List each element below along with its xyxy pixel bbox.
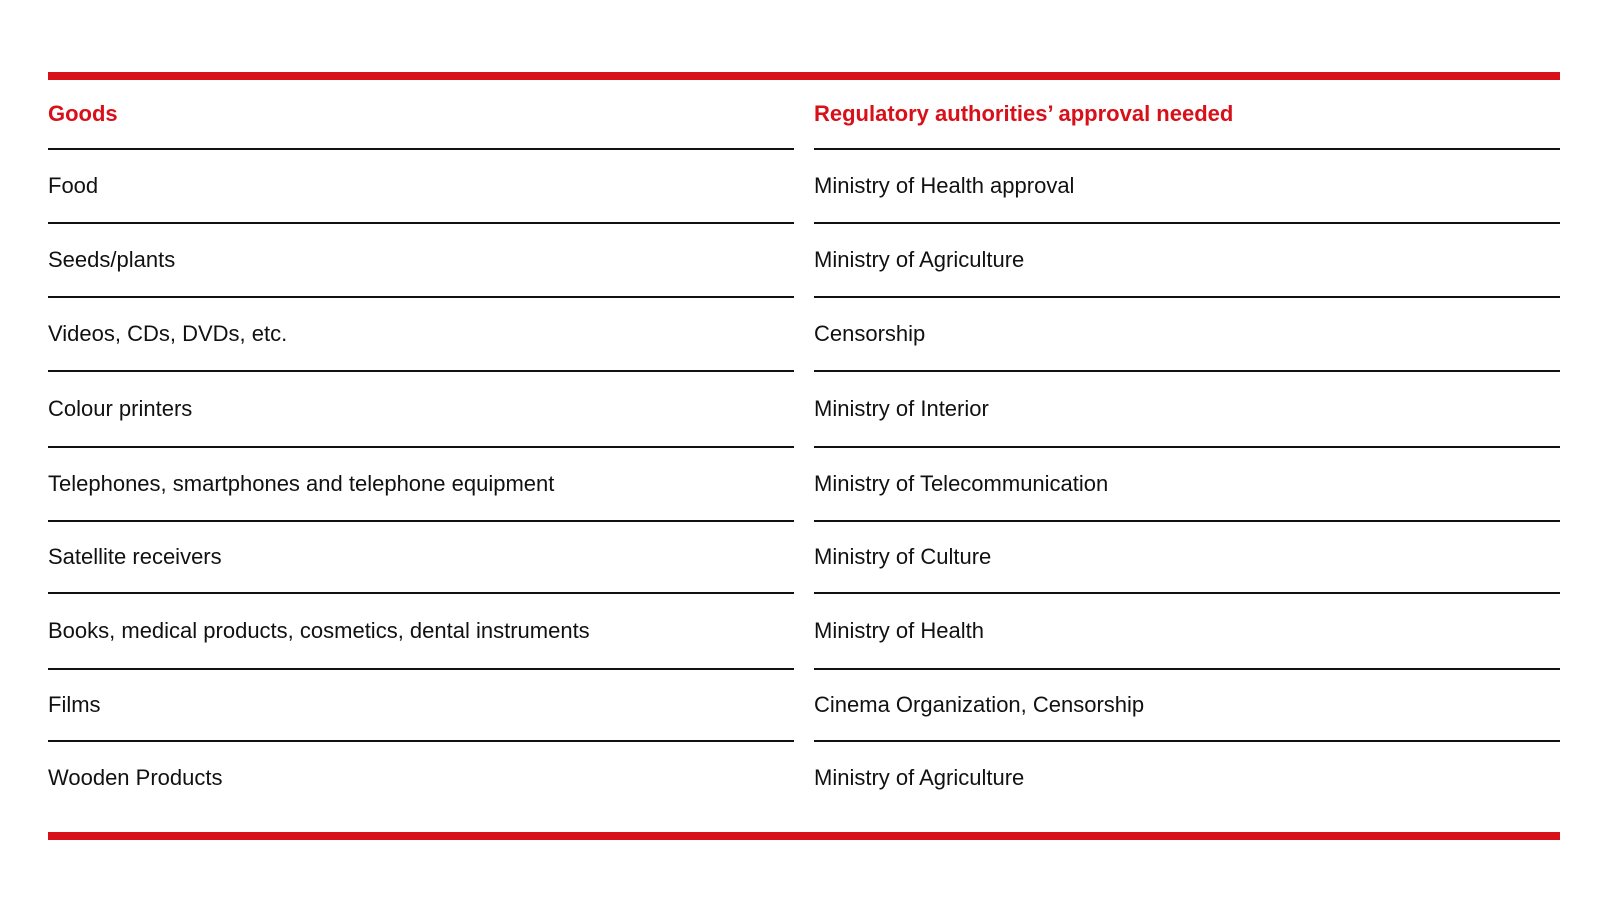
goods-cell: Books, medical products, cosmetics, dent… (48, 618, 590, 643)
row-divider (48, 520, 794, 522)
row-divider (48, 668, 794, 670)
approval-cell: Ministry of Health approval (814, 173, 1075, 198)
goods-cell: Films (48, 692, 101, 717)
goods-cell: Colour printers (48, 396, 193, 421)
goods-cell: Wooden Products (48, 765, 223, 790)
approval-header: Regulatory authorities’ approval needed (814, 101, 1234, 126)
row-divider (814, 592, 1560, 594)
row-divider (814, 520, 1560, 522)
goods-approval-table: Goods Food Seeds/plants Videos, CDs, DVD… (48, 72, 1560, 840)
approval-cell: Cinema Organization, Censorship (814, 692, 1145, 717)
goods-cell: Satellite receivers (48, 544, 222, 569)
row-divider (814, 740, 1560, 742)
row-divider (48, 222, 794, 224)
row-divider (48, 296, 794, 298)
approval-cell: Ministry of Interior (814, 396, 989, 421)
row-divider (814, 370, 1560, 372)
row-divider (814, 668, 1560, 670)
goods-header: Goods (48, 101, 118, 126)
goods-cell: Seeds/plants (48, 247, 176, 272)
row-divider (814, 148, 1560, 150)
approval-cell: Ministry of Health (814, 618, 984, 643)
approval-cell: Ministry of Agriculture (814, 765, 1025, 790)
row-divider (814, 222, 1560, 224)
table-bottom-rule (48, 832, 1560, 840)
approval-cell: Censorship (814, 321, 926, 346)
approval-cell: Ministry of Agriculture (814, 247, 1025, 272)
table-top-rule (48, 72, 1560, 80)
row-divider (48, 148, 794, 150)
approval-cell: Ministry of Culture (814, 544, 992, 569)
goods-cell: Food (48, 173, 99, 198)
row-divider (48, 446, 794, 448)
row-divider (48, 592, 794, 594)
row-divider (48, 740, 794, 742)
approval-cell: Ministry of Telecommunication (814, 471, 1109, 496)
row-divider (48, 370, 794, 372)
row-divider (814, 296, 1560, 298)
goods-cell: Telephones, smartphones and telephone eq… (48, 471, 555, 496)
goods-cell: Videos, CDs, DVDs, etc. (48, 321, 288, 346)
row-divider (814, 446, 1560, 448)
